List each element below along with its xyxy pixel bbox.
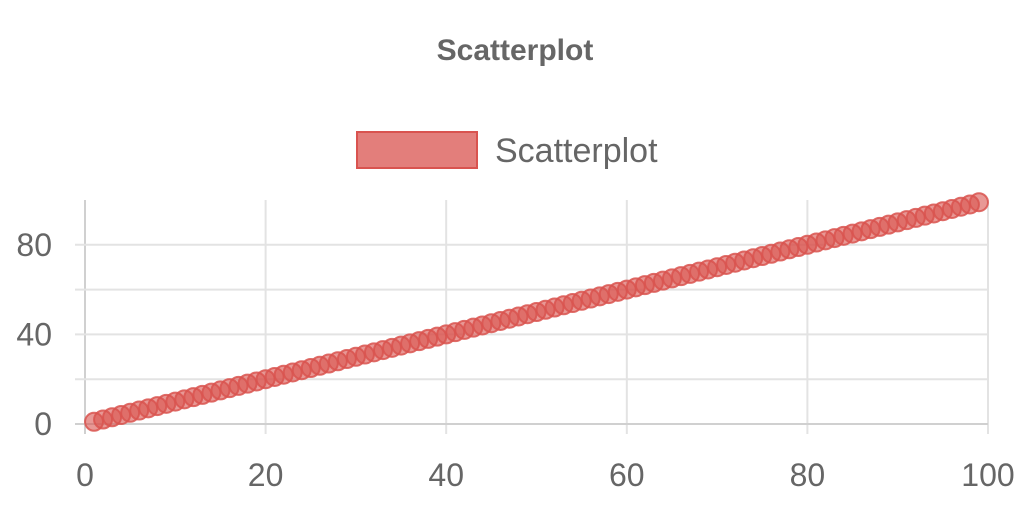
chart-title: Scatterplot: [437, 34, 594, 67]
x-tick-label: 60: [609, 457, 645, 493]
x-tick-label: 40: [428, 457, 464, 493]
x-tick-label: 100: [961, 457, 1014, 493]
grid: [75, 200, 989, 434]
y-tick-label: 40: [16, 316, 52, 352]
legend[interactable]: Scatterplot: [356, 131, 658, 170]
x-axis-ticks: 0 20 40 60 80 100: [76, 457, 1015, 493]
y-tick-label: 0: [34, 406, 52, 442]
y-axis-ticks: 0 40 80: [16, 227, 52, 442]
x-tick-label: 0: [76, 457, 94, 493]
x-tick-label: 80: [790, 457, 826, 493]
data-point[interactable]: [968, 192, 989, 213]
legend-swatch[interactable]: [356, 131, 478, 169]
y-tick-label: 80: [16, 227, 52, 263]
data-points: [84, 192, 989, 432]
legend-label[interactable]: Scatterplot: [495, 132, 658, 170]
x-tick-label: 20: [248, 457, 284, 493]
